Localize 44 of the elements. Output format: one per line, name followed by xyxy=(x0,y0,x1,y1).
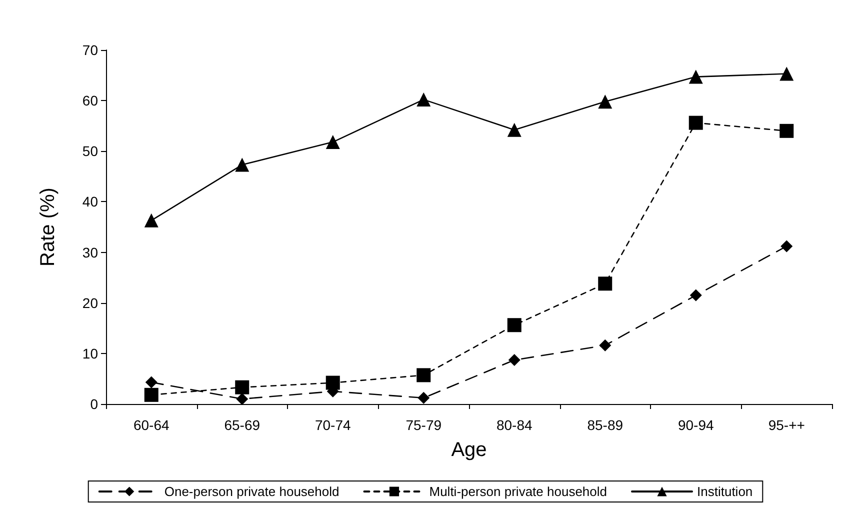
x-tick-label: 90-94 xyxy=(678,417,714,433)
point xyxy=(780,124,794,138)
point xyxy=(508,354,520,366)
x-axis-title: Age xyxy=(451,439,487,461)
point xyxy=(235,380,250,394)
point xyxy=(780,240,793,252)
legend-label: Multi-person private household xyxy=(429,484,608,499)
point xyxy=(418,392,430,404)
point xyxy=(326,376,340,390)
x-tick-label: 70-74 xyxy=(314,417,351,433)
point xyxy=(507,122,522,137)
point xyxy=(507,318,522,332)
point xyxy=(235,158,250,172)
point xyxy=(416,368,431,382)
x-tick-label: 95-++ xyxy=(768,417,805,433)
point xyxy=(598,94,612,109)
point xyxy=(144,213,158,228)
x-tick-label: 60-64 xyxy=(133,417,170,433)
y-tick-label: 10 xyxy=(82,345,98,362)
y-tick-label: 0 xyxy=(90,396,98,412)
point xyxy=(688,70,703,84)
y-tick-label: 60 xyxy=(82,92,98,109)
point xyxy=(145,376,158,388)
x-tick-label: 65-69 xyxy=(224,417,260,433)
y-tick-label: 70 xyxy=(82,42,98,58)
point xyxy=(690,289,702,302)
legend-label: Institution xyxy=(697,484,753,499)
y-tick-label: 30 xyxy=(82,244,98,260)
x-tick-label: 80-84 xyxy=(496,417,532,433)
x-tick-label: 85-89 xyxy=(587,417,624,433)
point xyxy=(326,135,340,150)
y-axis-title: Rate (%) xyxy=(37,188,59,266)
point xyxy=(236,392,248,405)
point xyxy=(598,276,612,291)
point xyxy=(416,92,431,107)
y-tick-label: 40 xyxy=(82,194,98,210)
point xyxy=(144,388,158,402)
point xyxy=(688,116,703,130)
y-tick-label: 50 xyxy=(82,143,98,160)
x-tick-label: 75-79 xyxy=(406,417,442,433)
y-tick-label: 20 xyxy=(82,294,98,311)
point xyxy=(599,339,612,352)
point xyxy=(780,66,794,81)
legend-label: One-person private household xyxy=(164,484,340,499)
